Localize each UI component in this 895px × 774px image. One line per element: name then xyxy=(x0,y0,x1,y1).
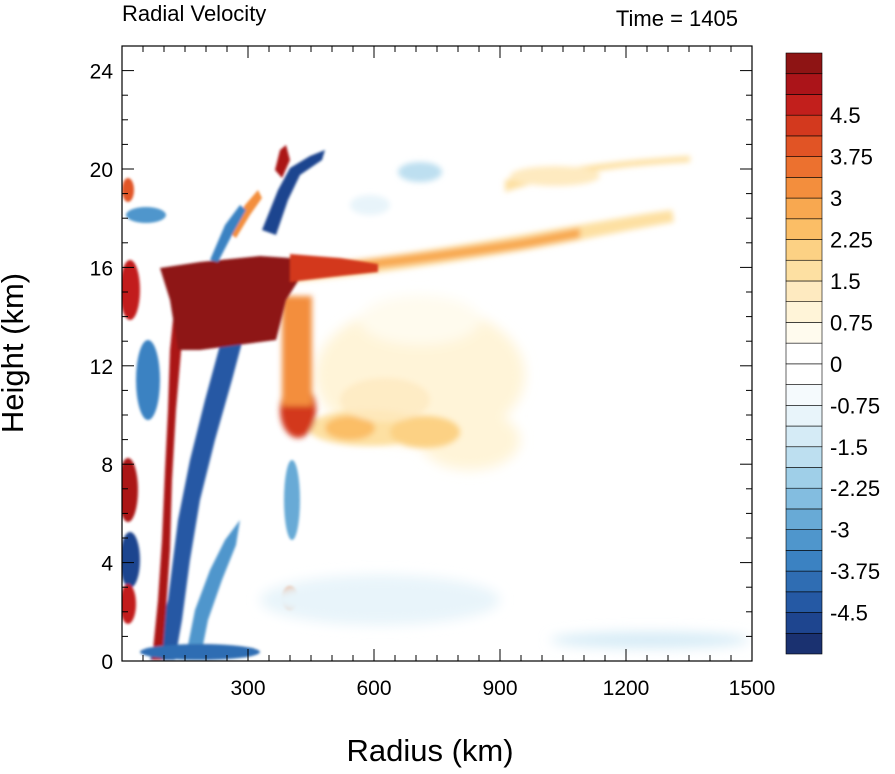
outflow-jet-edge xyxy=(290,254,378,282)
colorbar-label: 0 xyxy=(830,352,842,377)
colorbar-box xyxy=(785,570,823,593)
colorbar-label: -1.5 xyxy=(830,435,868,460)
left-blue-lower xyxy=(122,532,140,588)
y-tick-label: 12 xyxy=(90,356,113,379)
colorbar-box xyxy=(785,280,823,302)
upper-blue-diagonal-2 xyxy=(210,205,246,262)
colorbar-box xyxy=(785,156,823,178)
colorbar-box xyxy=(785,508,823,530)
upper-inflow-blob xyxy=(398,162,442,182)
upper-outflow-blob xyxy=(510,166,600,186)
colorbar-label: 3 xyxy=(830,186,842,211)
colorbar-label: 3.75 xyxy=(830,145,873,170)
upper-inflow-faint xyxy=(350,195,390,215)
colorbar-label: 0.75 xyxy=(830,310,873,335)
y-tick-label: 24 xyxy=(90,61,114,84)
left-blue-upper xyxy=(126,207,166,223)
mid-outflow-core3 xyxy=(325,416,375,440)
colorbar-box xyxy=(785,446,823,468)
colorbar-box xyxy=(785,550,823,572)
y-axis-label: Height (km) xyxy=(0,273,30,433)
colorbar-box xyxy=(785,239,823,261)
left-red-bottom xyxy=(122,584,136,624)
colorbar-box xyxy=(785,218,823,240)
colorbar-label: -0.75 xyxy=(830,393,880,418)
x-axis: 300 600 900 1200 1500 xyxy=(121,46,776,700)
colorbar-box xyxy=(785,73,823,95)
colorbar-box xyxy=(785,384,823,406)
boundary-inflow xyxy=(140,644,260,660)
colorbar-label: 2.25 xyxy=(830,228,873,253)
colorbar-box xyxy=(785,114,823,137)
colorbar-label: -2.25 xyxy=(830,476,880,501)
upper-blue-diagonal xyxy=(262,150,325,235)
upper-red-diagonal xyxy=(275,145,290,178)
colorbar-label: -3.75 xyxy=(830,559,880,584)
slanted-outflow xyxy=(152,280,186,660)
colorbar-box xyxy=(785,135,823,157)
left-blue-mid xyxy=(136,340,160,420)
y-tick-label: 20 xyxy=(90,159,113,182)
y-tick-label: 0 xyxy=(101,651,113,674)
colorbar-box xyxy=(785,467,823,489)
x-tick-label: 1500 xyxy=(729,677,776,700)
left-red-lower xyxy=(122,458,138,522)
colorbar-box xyxy=(785,342,823,365)
heatmap-field xyxy=(122,145,750,660)
inflow-band-lower xyxy=(185,520,240,660)
mid-blue-column xyxy=(284,460,300,540)
x-tick-label: 600 xyxy=(356,677,391,700)
x-tick-label: 1200 xyxy=(603,677,650,700)
mid-outflow-ring xyxy=(340,378,430,422)
colorbar-label: -3 xyxy=(830,518,850,543)
colorbar-label: 4.5 xyxy=(830,103,861,128)
colorbar-labels: 4.5 3.75 3 2.25 1.5 0.75 0 -0.75 -1.5 -2.25 -3 -3.7… xyxy=(830,103,880,625)
mid-outflow-upper xyxy=(360,295,480,345)
left-red-upper xyxy=(122,178,134,202)
colorbar-box xyxy=(785,322,823,344)
chart-subtitle: Time = 1405 xyxy=(616,6,738,31)
x-tick-label: 900 xyxy=(482,677,517,700)
colorbar-label: 1.5 xyxy=(830,269,861,294)
mid-outflow-core2 xyxy=(390,416,460,448)
colorbar-box xyxy=(785,405,823,427)
chart-title: Radial Velocity xyxy=(122,1,266,26)
colorbar-box xyxy=(785,177,823,199)
colorbar-box xyxy=(785,301,823,323)
upper-outflow xyxy=(505,156,690,192)
colorbar-box xyxy=(785,591,823,613)
colorbar-box xyxy=(785,632,823,655)
colorbar-box xyxy=(785,197,823,220)
mid-outflow-column xyxy=(282,296,312,406)
outflow-jet xyxy=(160,256,355,350)
x-tick-label: 300 xyxy=(230,677,265,700)
colorbar-box xyxy=(785,94,823,116)
left-red-mid xyxy=(122,260,140,320)
y-tick-label: 16 xyxy=(90,257,113,280)
inflow-band-main xyxy=(150,310,248,660)
x-axis-label: Radius (km) xyxy=(346,733,513,768)
colorbar-box xyxy=(785,52,823,75)
y-tick-label: 8 xyxy=(101,454,113,477)
colorbar-box xyxy=(785,259,823,282)
colorbar-box xyxy=(785,612,823,634)
low-inflow-haze xyxy=(260,575,500,625)
colorbar-box xyxy=(785,363,823,385)
surface-inflow-haze xyxy=(550,632,750,648)
colorbar-box xyxy=(785,425,823,448)
y-axis: 0 4 8 12 16 20 24 xyxy=(90,45,752,674)
y-tick-label: 4 xyxy=(101,553,113,576)
colorbar-box xyxy=(785,487,823,510)
colorbar-label: -4.5 xyxy=(830,601,868,626)
colorbar-box xyxy=(785,529,823,551)
colorbar xyxy=(785,52,823,655)
